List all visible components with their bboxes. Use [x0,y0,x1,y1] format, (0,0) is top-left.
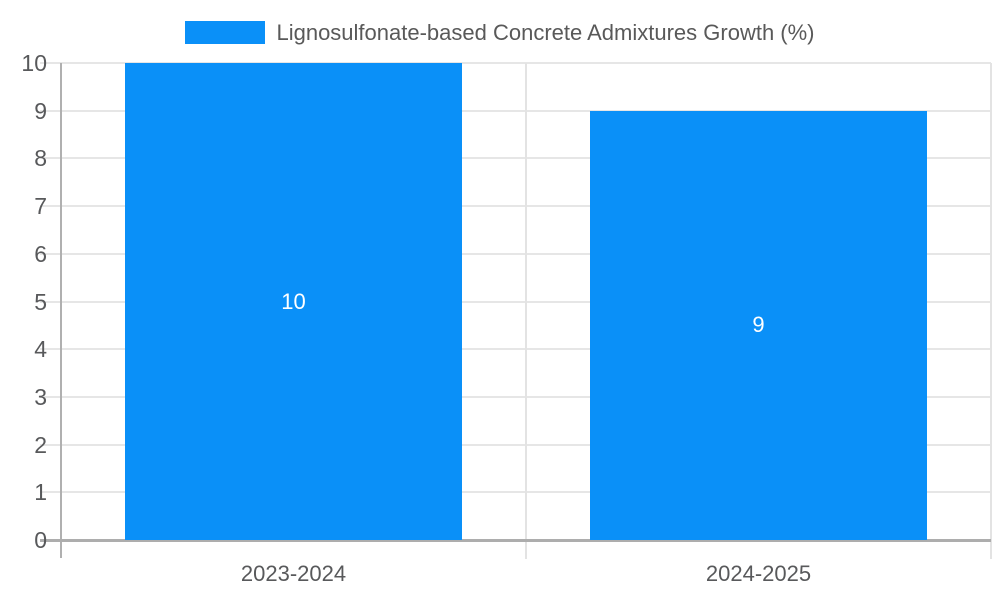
gridline [40,348,991,351]
gridline [40,62,991,64]
y-tick-label: 3 [34,383,47,410]
y-tick-label: 2 [34,431,47,458]
y-tick-label: 10 [21,50,47,76]
category-separator-line [990,63,992,559]
x-tick-label: 2023-2024 [240,561,347,586]
y-tick-label: 1 [34,479,47,506]
y-tick-label: 7 [34,193,47,220]
bar-2024-2025: 9 [589,110,928,540]
x-tick-label: 2024-2025 [705,561,812,586]
gridline [40,109,991,112]
y-tick-label: 4 [34,336,47,363]
gridline [40,252,991,255]
y-axis-line [60,63,62,558]
gridline [40,300,991,303]
x-axis-baseline [40,539,991,542]
y-tick-label: 0 [34,527,47,553]
category-separator-line [525,63,527,559]
bar-value-label: 9 [752,312,765,338]
bar-2023-2024: 10 [124,63,463,540]
gridline [40,395,991,398]
gridline [40,205,991,208]
bar-value-label: 10 [281,288,306,314]
gridline [40,491,991,494]
y-tick-label: 9 [34,97,47,124]
y-tick-label: 5 [34,288,47,315]
legend-label: Lignosulfonate-based Concrete Admixtures… [276,20,815,45]
gridline [40,157,991,160]
legend: Lignosulfonate-based Concrete Admixtures… [0,20,1000,45]
y-tick-label: 8 [34,145,47,172]
legend-swatch [185,21,266,44]
gridline [40,443,991,446]
y-tick-label: 6 [34,240,47,267]
